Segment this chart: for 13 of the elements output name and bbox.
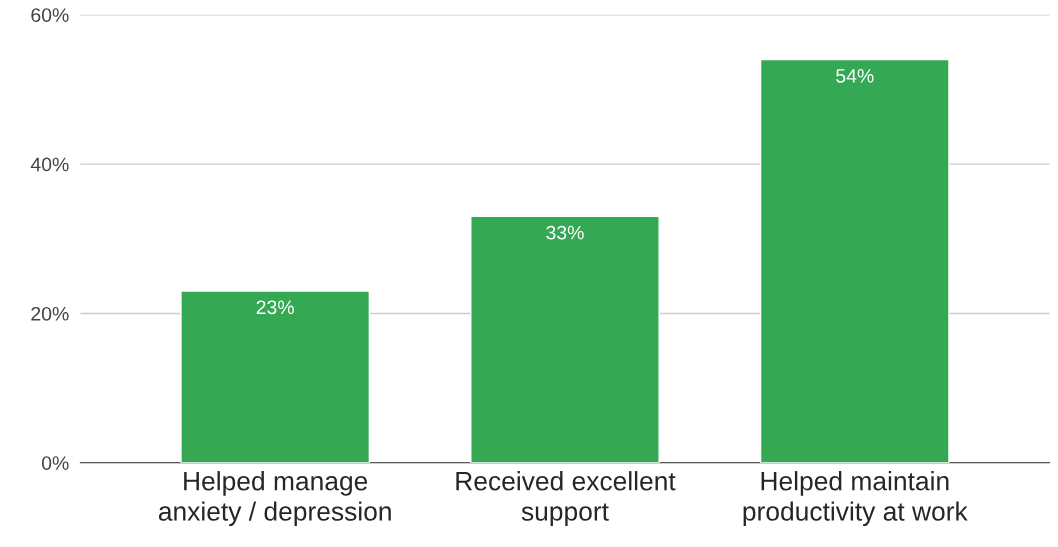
y-tick-label: 40% [30,157,69,172]
y-tick-label: 60% [31,8,69,23]
y-tick-label: 20% [31,306,69,321]
data-label: 54% [836,69,874,83]
data-label: 33% [546,225,584,240]
bar [180,290,371,463]
data-label: 23% [256,300,294,315]
y-tick-label: 0% [41,456,69,470]
x-tick-label: Received excellent support [456,471,676,527]
bar [470,215,660,463]
bar [759,58,950,463]
x-tick-label: Helped maintain productivity at work [743,471,968,527]
x-tick-label: Helped manage anxiety / depression [158,471,391,527]
